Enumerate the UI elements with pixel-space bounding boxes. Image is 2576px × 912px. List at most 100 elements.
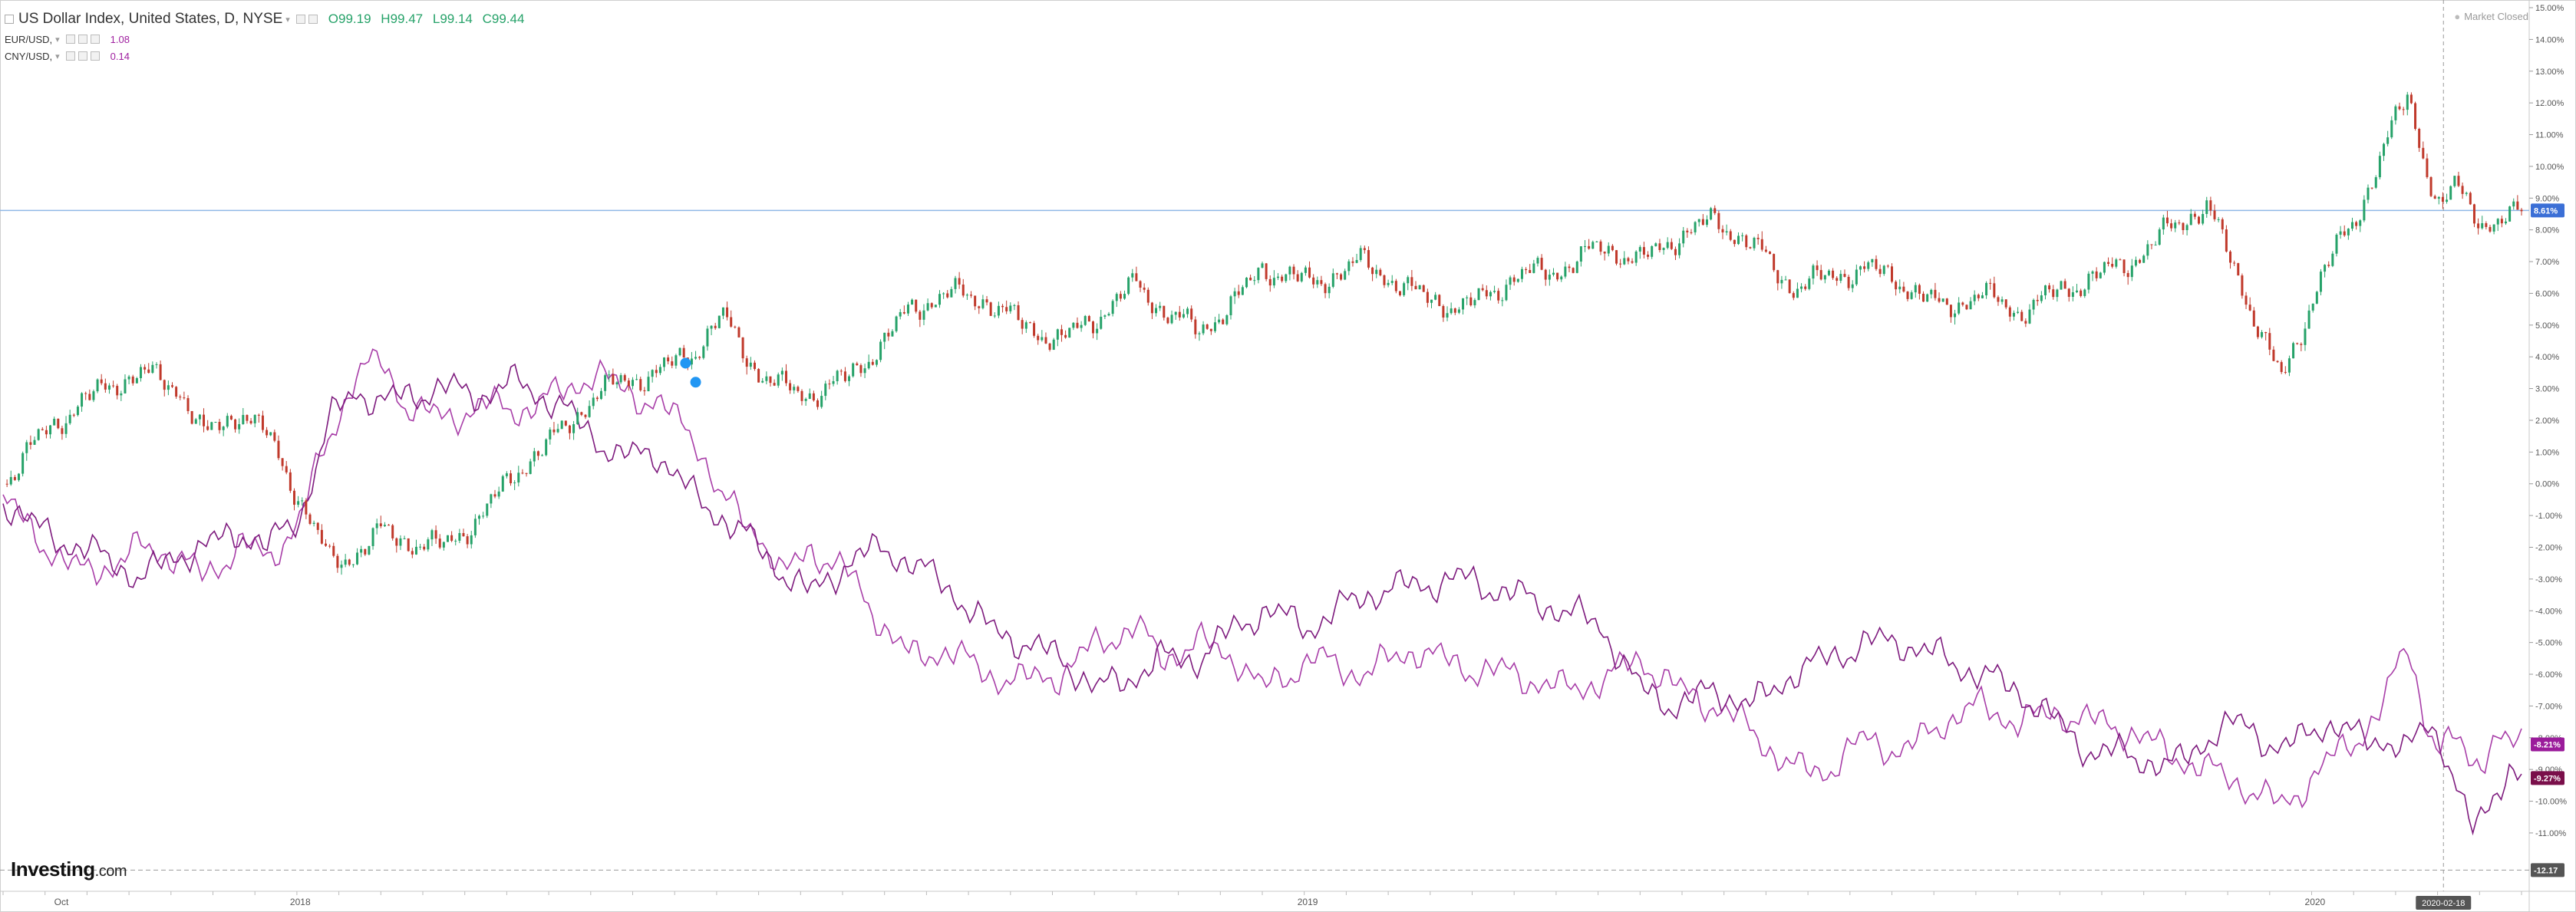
candle-body bbox=[714, 325, 717, 328]
candle-body bbox=[234, 419, 237, 430]
candle-body bbox=[2193, 213, 2196, 217]
candle-body bbox=[2237, 263, 2240, 276]
candle-body bbox=[1863, 266, 1866, 269]
settings-icon[interactable] bbox=[78, 35, 87, 44]
candle-body bbox=[2134, 259, 2137, 266]
bottom-price-label: -12.17 bbox=[2531, 863, 2564, 877]
settings-icon[interactable] bbox=[78, 51, 87, 61]
candle-body bbox=[1403, 283, 1406, 295]
candle-body bbox=[1658, 243, 1661, 251]
close-icon[interactable] bbox=[308, 15, 318, 24]
candle-body bbox=[1017, 305, 1020, 321]
candle-body bbox=[1525, 268, 1528, 271]
candle-body bbox=[1375, 269, 1378, 275]
chevron-down-icon[interactable]: ▾ bbox=[55, 51, 60, 61]
legend-cnyusd-value: 0.14 bbox=[110, 50, 130, 62]
settings-icon[interactable] bbox=[295, 15, 305, 24]
eye-icon[interactable] bbox=[65, 35, 75, 44]
eye-icon[interactable] bbox=[65, 51, 75, 61]
candle-body bbox=[2437, 196, 2440, 199]
candle-body bbox=[383, 525, 386, 527]
candle-body bbox=[13, 476, 16, 480]
candle-body bbox=[934, 305, 937, 308]
candle-body bbox=[1792, 293, 1795, 298]
candle-body bbox=[2409, 94, 2413, 104]
candle-body bbox=[2071, 292, 2074, 298]
y-tick-label: 2.00% bbox=[2535, 416, 2559, 426]
candle-body bbox=[773, 383, 776, 386]
candle-body bbox=[2032, 299, 2035, 310]
candle-body bbox=[1753, 237, 1756, 249]
legend-main-series[interactable]: US Dollar Index, United States, D, NYSE … bbox=[5, 8, 530, 31]
candle-body bbox=[1363, 248, 1366, 251]
candle-body bbox=[175, 387, 178, 397]
candle-body bbox=[1788, 279, 1791, 294]
candle-body bbox=[2012, 312, 2015, 317]
x-tick-label: 2018 bbox=[290, 897, 311, 907]
legend-cnyusd[interactable]: CNY/USD, ▾ 0.14 bbox=[5, 48, 530, 64]
chevron-down-icon[interactable]: ▾ bbox=[285, 15, 290, 25]
candle-body bbox=[2060, 281, 2063, 290]
event-marker[interactable] bbox=[690, 377, 701, 388]
candle-body bbox=[1489, 291, 1492, 297]
candle-body bbox=[2272, 349, 2275, 361]
candle-body bbox=[127, 376, 130, 380]
candle-body bbox=[820, 396, 823, 407]
candle-body bbox=[667, 357, 670, 362]
candle-body bbox=[1694, 222, 1697, 232]
candle-body bbox=[623, 375, 626, 381]
candle-body bbox=[1619, 263, 1622, 265]
candle-body bbox=[647, 377, 650, 392]
candle-body bbox=[997, 305, 1000, 316]
candle-body bbox=[694, 357, 698, 359]
legend-eurusd[interactable]: EUR/USD, ▾ 1.08 bbox=[5, 31, 530, 48]
candle-body bbox=[1320, 280, 1323, 285]
candle-body bbox=[1717, 212, 1720, 229]
candle-body bbox=[1516, 278, 1519, 282]
candle-body bbox=[2457, 176, 2460, 186]
candle-body bbox=[1611, 245, 1614, 251]
candle-body bbox=[1599, 241, 1602, 252]
candle-body bbox=[1064, 334, 1067, 338]
collapse-icon[interactable] bbox=[5, 15, 14, 24]
candle-body bbox=[632, 380, 634, 387]
candle-body bbox=[761, 380, 764, 383]
candle-body bbox=[1733, 239, 1736, 245]
candle-body bbox=[348, 559, 351, 565]
event-marker[interactable] bbox=[680, 357, 691, 369]
candle-body bbox=[2063, 281, 2066, 289]
candle-body bbox=[1481, 288, 1484, 291]
candle-body bbox=[1981, 295, 1984, 298]
candle-body bbox=[1997, 297, 2000, 302]
candle-body bbox=[1958, 302, 1961, 314]
candle-body bbox=[1536, 258, 1539, 264]
chevron-down-icon[interactable]: ▾ bbox=[55, 35, 60, 44]
candle-body bbox=[2111, 264, 2114, 267]
event-marker-icon bbox=[680, 357, 691, 369]
candle-body bbox=[1048, 343, 1051, 351]
candle-body bbox=[816, 400, 820, 407]
candle-body bbox=[84, 393, 87, 394]
candle-body bbox=[2233, 262, 2236, 264]
candle-body bbox=[1839, 274, 1842, 282]
candle-body bbox=[612, 374, 615, 385]
candle-body bbox=[2146, 244, 2149, 256]
candle-body bbox=[1477, 288, 1480, 301]
candle-body bbox=[1832, 270, 1835, 278]
candle-body bbox=[682, 347, 685, 358]
candle-body bbox=[1568, 266, 1571, 268]
close-icon[interactable] bbox=[90, 35, 100, 44]
candle-body bbox=[442, 542, 445, 548]
candle-body bbox=[214, 422, 217, 423]
bottom-price-label-bg bbox=[2531, 863, 2564, 877]
candle-body bbox=[1115, 294, 1118, 301]
x-tick-label: 2019 bbox=[1298, 897, 1318, 907]
candle-body bbox=[399, 538, 402, 546]
close-icon[interactable] bbox=[90, 51, 100, 61]
candle-body bbox=[1816, 265, 1819, 271]
candle-body bbox=[454, 540, 457, 542]
candle-body bbox=[375, 523, 378, 528]
legend-eurusd-value: 1.08 bbox=[110, 33, 130, 45]
candle-body bbox=[797, 387, 800, 391]
